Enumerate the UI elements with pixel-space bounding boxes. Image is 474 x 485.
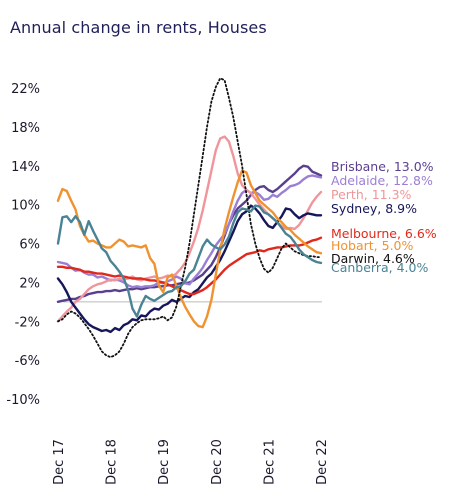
series-label: Brisbane, 13.0% [331, 159, 434, 174]
y-tick-label: 18% [11, 121, 40, 136]
series-label: Adelaide, 12.8% [331, 173, 433, 188]
y-tick-label: 6% [19, 238, 40, 253]
y-tick-label: 22% [11, 82, 40, 97]
x-tick-label: Dec 21 [262, 439, 277, 485]
y-tick-label: -2% [15, 315, 40, 330]
series-label: Sydney, 8.9% [331, 201, 417, 216]
chart-title: Annual change in rents, Houses [10, 18, 267, 37]
series-line [56, 169, 323, 329]
y-axis-ticks: 22% 18% 14% 10% 6% 2% -2% -6% -10% [6, 82, 40, 408]
x-axis-ticks: Dec 17 Dec 18 Dec 19 Dec 20 Dec 21 Dec 22 [52, 439, 330, 485]
series-line [56, 164, 323, 303]
y-tick-label: 2% [19, 276, 40, 291]
x-tick-label: Dec 22 [315, 439, 330, 485]
x-tick-label: Dec 20 [210, 439, 225, 485]
series-label: Canberra, 4.0% [331, 260, 428, 275]
series-line [56, 236, 323, 296]
y-tick-label: 10% [11, 199, 40, 214]
series-line [56, 204, 323, 318]
series-label: Melbourne, 6.6% [331, 226, 437, 241]
x-tick-label: Dec 18 [105, 439, 120, 485]
series-lines [56, 77, 323, 359]
series-labels: Brisbane, 13.0%Adelaide, 12.8%Perth, 11.… [331, 159, 437, 275]
y-tick-label: 14% [11, 160, 40, 175]
series-label: Darwin, 4.6% [331, 251, 415, 266]
series-label: Hobart, 5.0% [331, 238, 414, 253]
x-tick-label: Dec 17 [52, 439, 67, 485]
y-tick-label: -10% [6, 393, 40, 408]
x-tick-label: Dec 19 [157, 439, 172, 485]
series-line [57, 77, 322, 359]
series-label: Perth, 11.3% [331, 187, 412, 202]
y-tick-label: -6% [15, 354, 40, 369]
series-line [56, 174, 323, 289]
